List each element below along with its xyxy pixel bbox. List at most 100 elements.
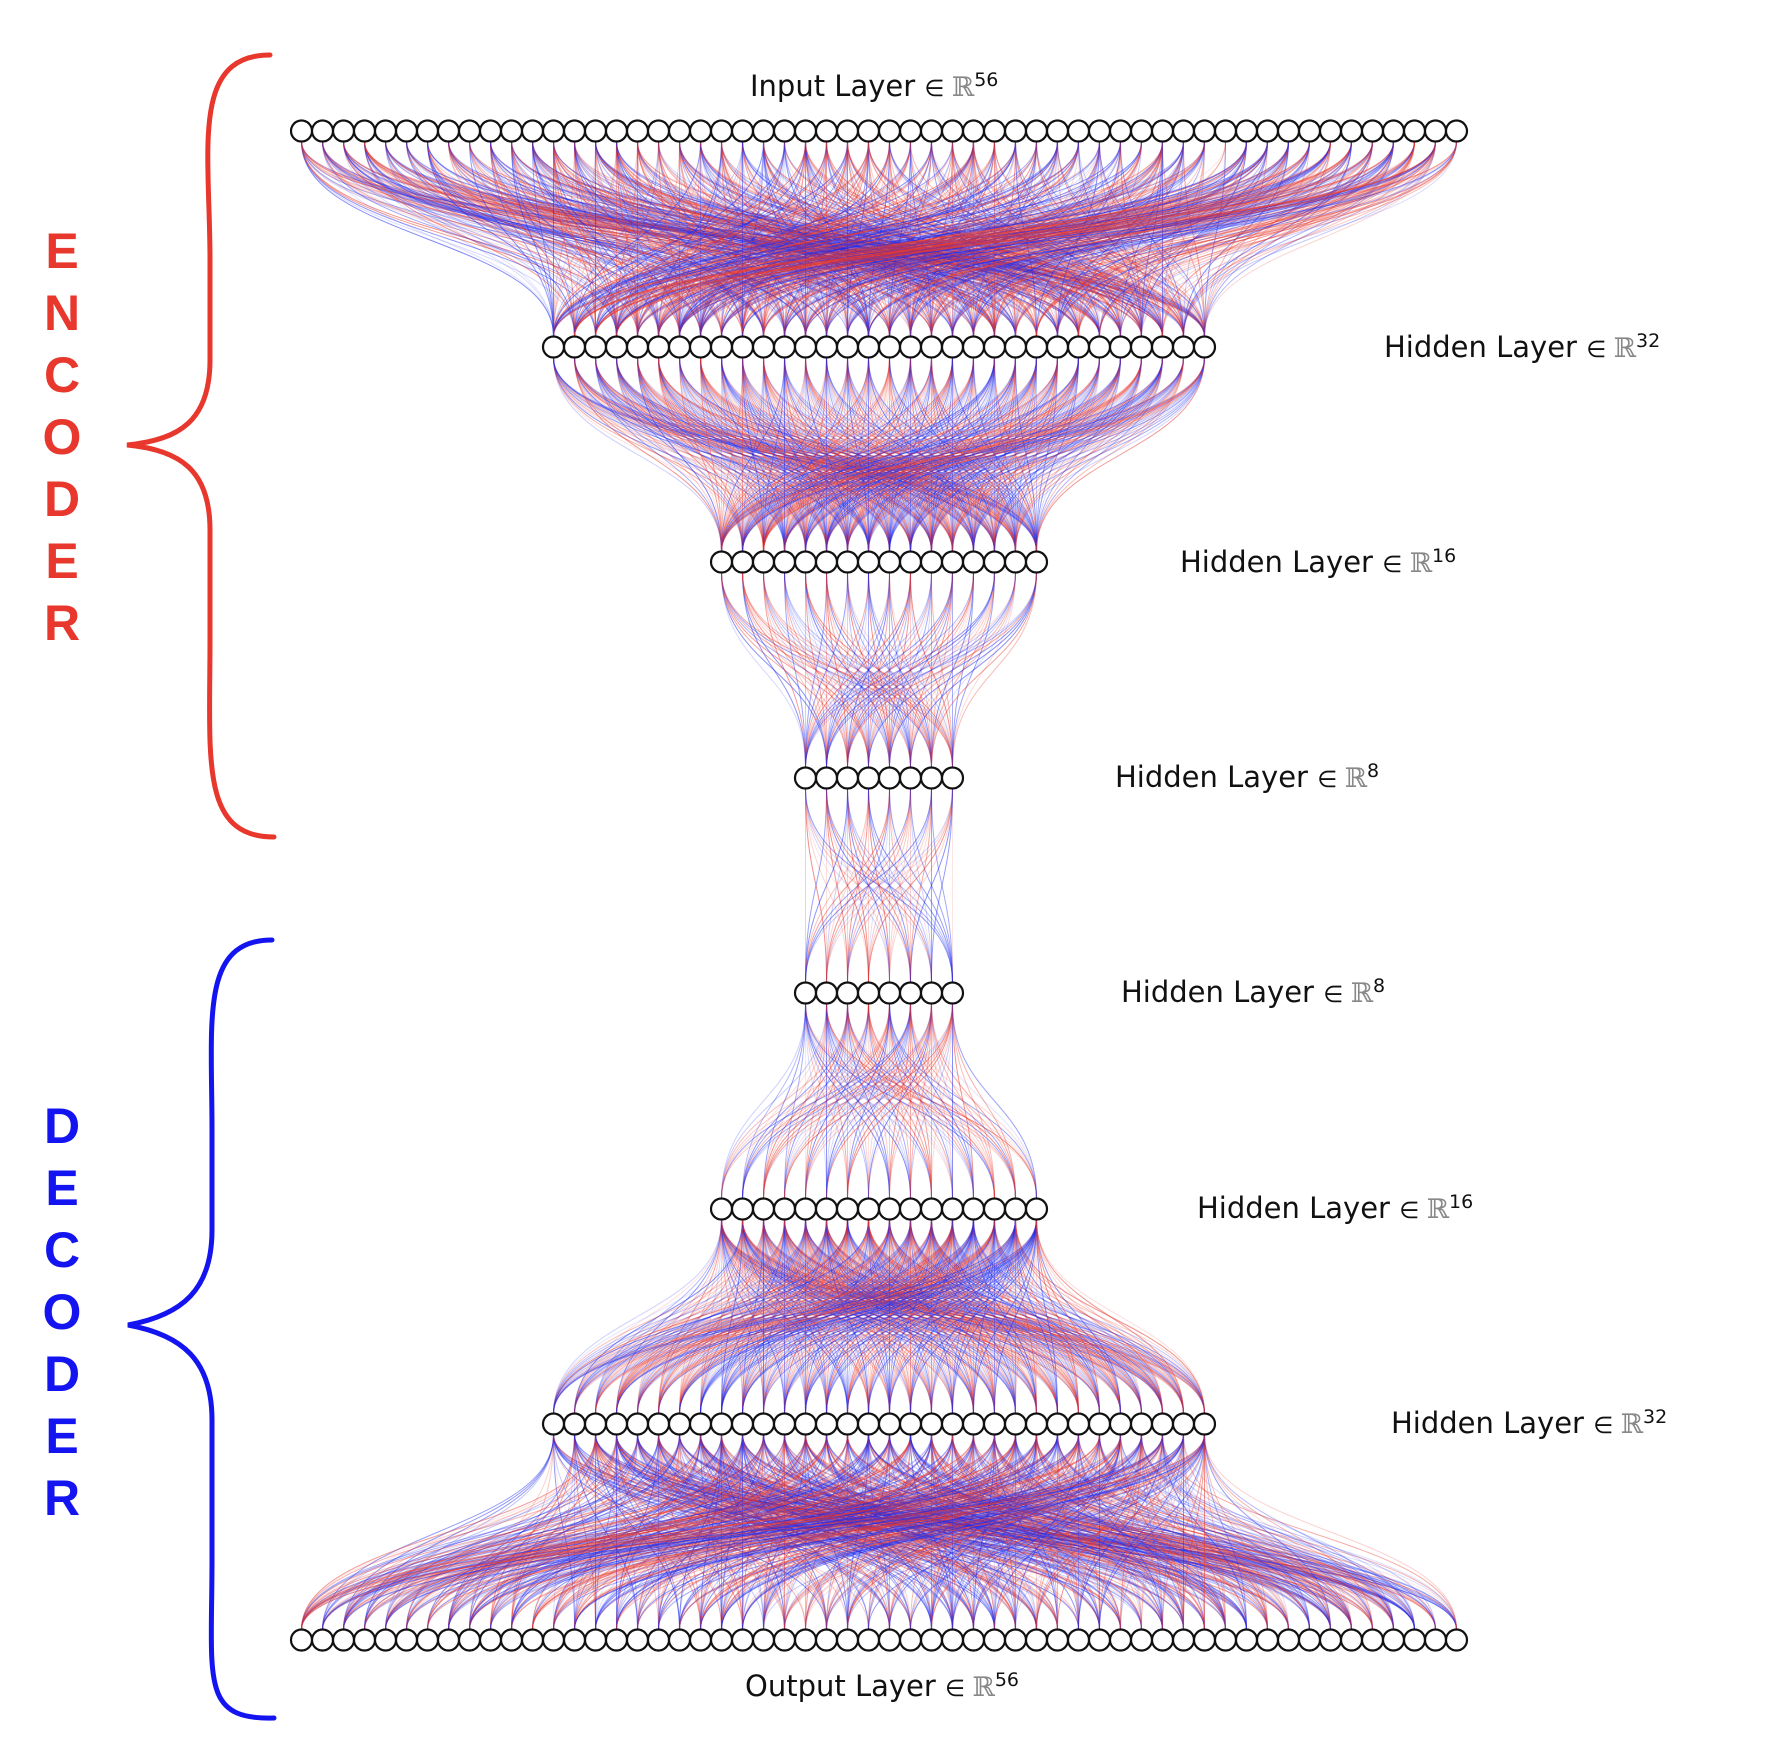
connection-edge [1099,141,1184,337]
connection-edge [805,1434,1016,1630]
neuron-node [1234,119,1259,143]
neuron-node [457,119,482,143]
connection-edge [595,1434,785,1630]
neuron-node [1318,119,1343,143]
connection-edge [1015,1219,1037,1414]
neuron-node [709,1628,734,1652]
connection-edge [742,357,806,552]
layer-row-hidden-5 [709,1197,1049,1221]
connection-edge [721,1003,869,1199]
connection-edge [847,788,932,983]
connection-edge [994,1434,1436,1630]
layer-label-name: Hidden Layer [1115,760,1317,794]
connection-edge [931,1219,974,1414]
connection-edge [553,141,1268,337]
connection-edge [784,357,1100,552]
connection-edge [994,357,1184,552]
connection-edge [553,141,743,337]
neuron-node [646,1412,671,1436]
connection-edge [721,357,890,552]
connection-edge [616,1219,722,1414]
connection-edge [1099,1434,1205,1630]
connection-edge [385,141,554,337]
connection-edge [784,1434,1247,1630]
connection-edge [553,141,1331,337]
connection-edge [595,1219,911,1414]
layer-row-input [289,119,1469,143]
connection-edge [805,1003,890,1199]
connection-edge [658,1219,722,1414]
connection-edge [1120,1434,1394,1630]
connection-edge [364,1434,722,1630]
connection-edge [553,357,764,552]
connection-edge [910,1003,932,1199]
connection-edge [763,1003,806,1199]
connection-edge [637,1219,974,1414]
connection-edge [343,141,701,337]
connection-edge [427,141,806,337]
neuron-node [499,1628,524,1652]
connection-edge [553,1219,848,1414]
connection-edge [973,1219,1016,1414]
connection-edge [910,1003,953,1199]
connection-edge [1078,141,1457,337]
neuron-node [1024,550,1049,574]
connection-edge [826,357,1079,552]
dimension-superscript: 8 [1373,975,1385,997]
connection-edge [574,1219,974,1414]
connection-edge [889,1003,932,1199]
connection-edge [616,1219,764,1414]
connection-edge [700,1219,848,1414]
connection-edge [1078,1434,1457,1630]
connection-edge [742,1219,1037,1414]
neuron-node [1045,1412,1070,1436]
connection-edge [1120,1434,1142,1630]
neuron-node [898,1197,923,1221]
connection-edge [889,1434,1268,1630]
connection-edge [847,357,1037,552]
connection-edge [826,1434,995,1630]
connection-edge [1204,141,1436,337]
connection-edge [910,357,1142,552]
connection-edge [784,572,806,768]
layer-label-hidden-2: Hidden Layer ∈ ℝ16 [1180,545,1456,579]
connection-edge [763,1003,911,1199]
neuron-node [793,1628,818,1652]
connection-edge [889,1219,953,1414]
connection-edge [826,141,1373,337]
connection-edge [679,1219,911,1414]
connection-edge [1120,141,1436,337]
neuron-node [772,550,797,574]
connection-edge [595,1219,890,1414]
connection-edge [742,357,1205,552]
connection-edge [595,141,869,337]
connection-edge [637,141,1457,337]
neuron-node [982,119,1007,143]
neuron-node [604,1628,629,1652]
connection-edge [763,357,932,552]
layer-label-name: Hidden Layer [1121,975,1323,1009]
connection-edge [469,141,659,337]
connection-edge [553,141,1205,337]
connection-edge [973,141,1037,337]
neuron-node [1171,1628,1196,1652]
connection-edge [826,1219,1016,1414]
neuron-node [1360,1628,1385,1652]
connection-edge [1099,141,1415,337]
connection-edge [1162,141,1394,337]
connection-edge [1057,141,1331,337]
connection-edge [826,572,848,768]
connection-edge [1183,141,1415,337]
connection-edge [889,572,995,768]
connection-edge [868,788,911,983]
connection-edge [910,141,1247,337]
neuron-node [310,119,335,143]
connection-edge [742,1003,848,1199]
connection-edge [721,357,1163,552]
connection-edge [805,572,827,768]
connection-edge [1141,1434,1163,1630]
connection-edge [952,1434,995,1630]
connection-edge [1015,1434,1121,1630]
connection-edge [868,788,953,983]
connection-edge [721,1219,1016,1414]
